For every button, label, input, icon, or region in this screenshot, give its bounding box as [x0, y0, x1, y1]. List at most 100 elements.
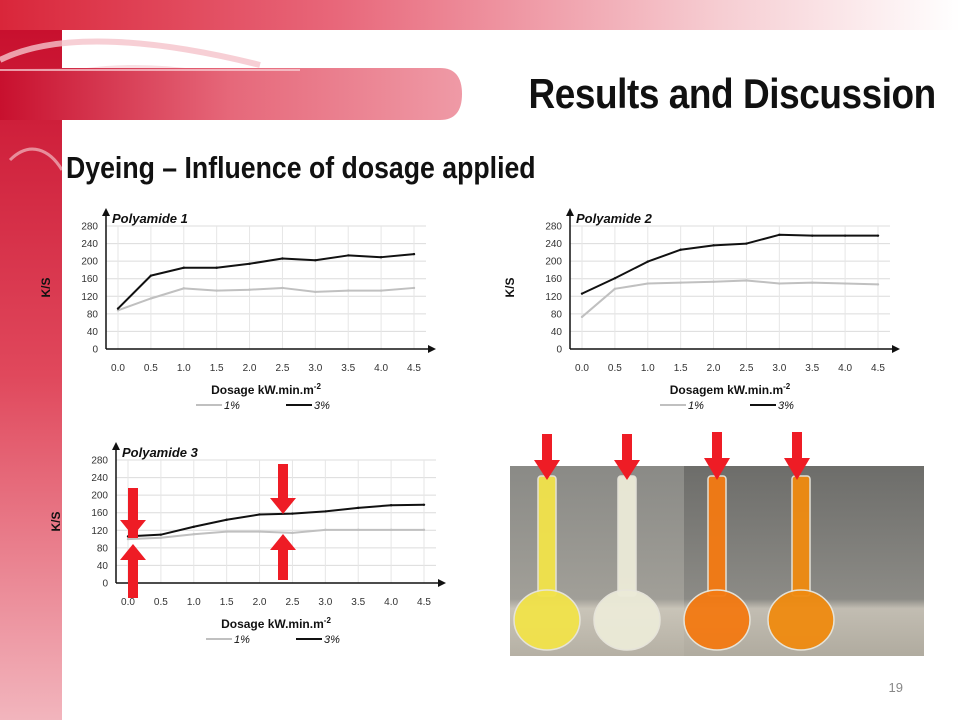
data-point [182, 287, 185, 290]
slide-subtitle: Dyeing – Influence of dosage applied [66, 150, 536, 185]
left-band [0, 30, 62, 720]
series-line-0 [581, 279, 879, 318]
y-axis-arrowhead [566, 208, 574, 216]
y-tick-label: 0 [556, 345, 562, 356]
data-point [281, 257, 284, 260]
y-tick-label: 240 [91, 473, 108, 484]
y-tick-label: 40 [87, 327, 99, 338]
data-point [389, 504, 393, 507]
y-tick-label: 120 [545, 292, 562, 303]
x-tick-label: 0.5 [154, 597, 168, 608]
series-line-0 [127, 528, 424, 541]
y-tick-label: 200 [91, 491, 108, 502]
x-tick-label: 1.0 [177, 363, 191, 374]
y-tick-label: 80 [551, 309, 563, 320]
data-point [646, 260, 649, 263]
y-tick-label: 0 [102, 579, 108, 590]
flask-photographs [510, 432, 924, 656]
data-point [192, 533, 195, 536]
data-point [357, 506, 360, 510]
y-tick-label: 40 [97, 561, 109, 572]
y-tick-label: 200 [545, 257, 562, 268]
y-tick-label: 280 [91, 456, 108, 467]
data-point [116, 309, 120, 312]
x-tick-label: 2.5 [275, 363, 289, 374]
data-point [149, 274, 153, 277]
x-tick-label: 0.0 [111, 363, 125, 374]
x-tick-label: 3.5 [341, 363, 355, 374]
flask-2 [593, 475, 661, 651]
y-tick-label: 200 [81, 257, 98, 268]
data-point [258, 530, 261, 533]
data-point [580, 315, 584, 319]
x-tick-label: 4.0 [838, 363, 852, 374]
chart-polyamide-3: 0 40 80 120 160 200 240 280 0.0 0.5 1.0 1.5 2.0 2.5 3.… [49, 442, 446, 646]
y-tick-label: 120 [81, 292, 98, 303]
data-point [281, 286, 284, 290]
data-point [811, 234, 814, 237]
legend-label: 1% [224, 400, 240, 412]
y-axis-arrowhead [112, 442, 120, 450]
x-tick-label: 3.5 [805, 363, 819, 374]
data-point [215, 289, 218, 292]
x-axis-label: Dosagem kW.min.m-2 [670, 382, 791, 397]
x-axis-arrowhead [428, 345, 436, 353]
data-point [389, 528, 393, 532]
data-point [314, 290, 317, 294]
series-line-1 [581, 233, 878, 295]
data-point [679, 281, 682, 284]
x-tick-label: 2.0 [243, 363, 257, 374]
data-point [613, 277, 617, 280]
y-tick-label: 240 [81, 239, 98, 250]
series-line-0 [117, 286, 415, 312]
x-tick-label: 1.5 [674, 363, 688, 374]
data-point [258, 513, 261, 516]
y-tick-label: 80 [87, 309, 99, 320]
data-point [126, 537, 130, 541]
chart-title: Polyamide 1 [112, 211, 188, 226]
data-point [347, 254, 350, 257]
data-point [215, 266, 218, 269]
y-axis-label: K/S [503, 277, 517, 297]
y-tick-label: 160 [91, 508, 108, 519]
y-tick-label: 280 [81, 222, 98, 233]
y-tick-label: 80 [97, 543, 109, 554]
flask-1 [513, 475, 581, 651]
data-point [745, 242, 748, 245]
x-tick-label: 4.0 [374, 363, 388, 374]
chart-polyamide-1: 0 40 80 120 160 200 240 280 0.0 0.5 1.0 1.5 2.0 2.5 3.… [39, 208, 436, 412]
flask-3 [683, 475, 751, 651]
flask-arrow-2 [614, 434, 640, 480]
arrow-up-right [270, 534, 296, 580]
y-tick-label: 280 [545, 222, 562, 233]
x-tick-label: 0.0 [575, 363, 589, 374]
data-point [225, 518, 228, 521]
x-tick-label: 2.5 [285, 597, 299, 608]
data-point [646, 282, 649, 285]
x-tick-label: 4.5 [417, 597, 431, 608]
slide-title: Results and Discussion [528, 70, 937, 117]
data-point [324, 528, 327, 532]
x-tick-label: 4.5 [407, 363, 421, 374]
data-point [843, 234, 847, 237]
data-point [876, 283, 880, 286]
legend-label: 3% [314, 400, 330, 412]
x-tick-label: 3.0 [318, 597, 332, 608]
x-tick-label: 0.0 [121, 597, 135, 608]
legend-label: 1% [688, 400, 704, 412]
series-line-1 [127, 503, 425, 538]
photo-right [683, 466, 924, 656]
data-point [712, 280, 715, 283]
flask-arrow-1 [534, 434, 560, 480]
arrow-up-left [120, 544, 146, 598]
data-point [422, 503, 426, 507]
swirl-1 [0, 38, 261, 68]
chart-3-arrows [120, 464, 296, 598]
y-axis-label: K/S [49, 511, 63, 531]
data-point [291, 512, 294, 515]
data-point [745, 279, 748, 282]
x-tick-label: 4.5 [871, 363, 885, 374]
data-point [159, 536, 163, 539]
data-point [811, 281, 814, 284]
legend-label: 3% [324, 634, 340, 646]
